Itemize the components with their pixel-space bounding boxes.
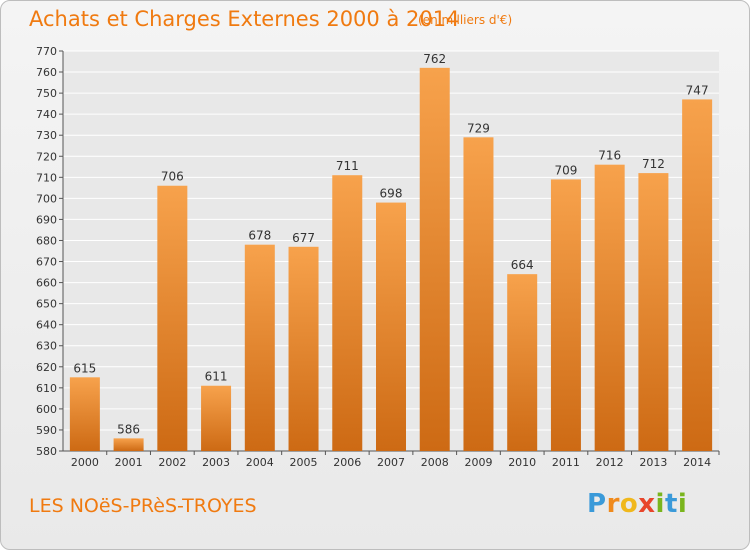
bar [244,244,275,451]
x-tick-label: 2000 [71,456,99,469]
y-tick-label: 590 [36,424,57,437]
bar [376,202,406,451]
bar [69,377,100,451]
bar [550,179,581,451]
y-tick-label: 640 [36,319,57,332]
x-tick-label: 2011 [552,456,580,469]
bar [157,185,188,451]
y-tick-label: 660 [36,277,57,290]
y-tick-label: 620 [36,361,57,374]
y-tick-label: 600 [36,403,57,416]
x-tick-label: 2006 [333,456,361,469]
bar-value-label: 709 [554,163,577,177]
x-tick-label: 2009 [464,456,492,469]
x-tick-label: 2005 [290,456,318,469]
x-tick-label: 2002 [158,456,186,469]
bar-value-label: 712 [642,157,665,171]
bar-value-label: 678 [248,229,271,243]
bar-value-label: 611 [205,370,228,384]
y-tick-label: 650 [36,298,57,311]
bar [332,175,363,452]
x-tick-label: 2003 [202,456,230,469]
y-tick-label: 610 [36,382,57,395]
y-tick-label: 710 [36,171,57,184]
y-tick-label: 630 [36,340,57,353]
bar [507,274,538,451]
x-tick-label: 2010 [508,456,536,469]
bar-value-label: 706 [161,170,184,184]
y-tick-label: 690 [36,213,57,226]
proxiti-logo: Proxiti [587,489,687,519]
bar [113,438,144,451]
x-tick-label: 2013 [639,456,667,469]
y-tick-label: 730 [36,129,57,142]
y-tick-label: 760 [36,66,57,79]
y-tick-label: 740 [36,108,57,121]
logo-letter: P [587,489,607,519]
logo-letter: o [619,489,639,519]
x-tick-label: 2008 [421,456,449,469]
x-tick-label: 2007 [377,456,405,469]
bar [682,99,713,451]
y-tick-label: 670 [36,256,57,269]
x-tick-label: 2004 [246,456,274,469]
x-tick-label: 2014 [683,456,711,469]
y-tick-label: 720 [36,150,57,163]
y-tick-label: 770 [36,45,57,58]
bar-value-label: 747 [686,83,709,97]
logo-letter: t [664,489,678,519]
bar [288,246,319,451]
logo-letter: r [606,489,620,519]
bar [201,385,232,451]
bar-value-label: 711 [336,159,359,173]
commune-name: LES NOëS-PRèS-TROYES [29,495,257,517]
bar-value-label: 762 [423,52,446,66]
y-tick-label: 580 [36,445,57,458]
bar [594,164,625,451]
bar [419,67,450,451]
bar-value-label: 716 [598,149,621,163]
bar-value-label: 586 [117,422,140,436]
bar-value-label: 615 [73,361,96,375]
chart-title: Achats et Charges Externes 2000 à 2014 [29,7,460,31]
bar [463,137,494,451]
bar [638,173,669,451]
y-tick-label: 680 [36,234,57,247]
chart-subtitle: (en milliers d'€) [418,13,513,27]
bar-value-label: 677 [292,231,315,245]
logo-letter: i [677,489,688,519]
logo-letter: i [655,489,665,519]
logo-letter: x [638,489,656,519]
bar-value-label: 729 [467,121,490,135]
bar-value-label: 698 [380,187,403,201]
y-tick-label: 750 [36,87,57,100]
x-tick-label: 2001 [115,456,143,469]
x-tick-label: 2012 [596,456,624,469]
bar-value-label: 664 [511,258,534,272]
y-tick-label: 700 [36,192,57,205]
